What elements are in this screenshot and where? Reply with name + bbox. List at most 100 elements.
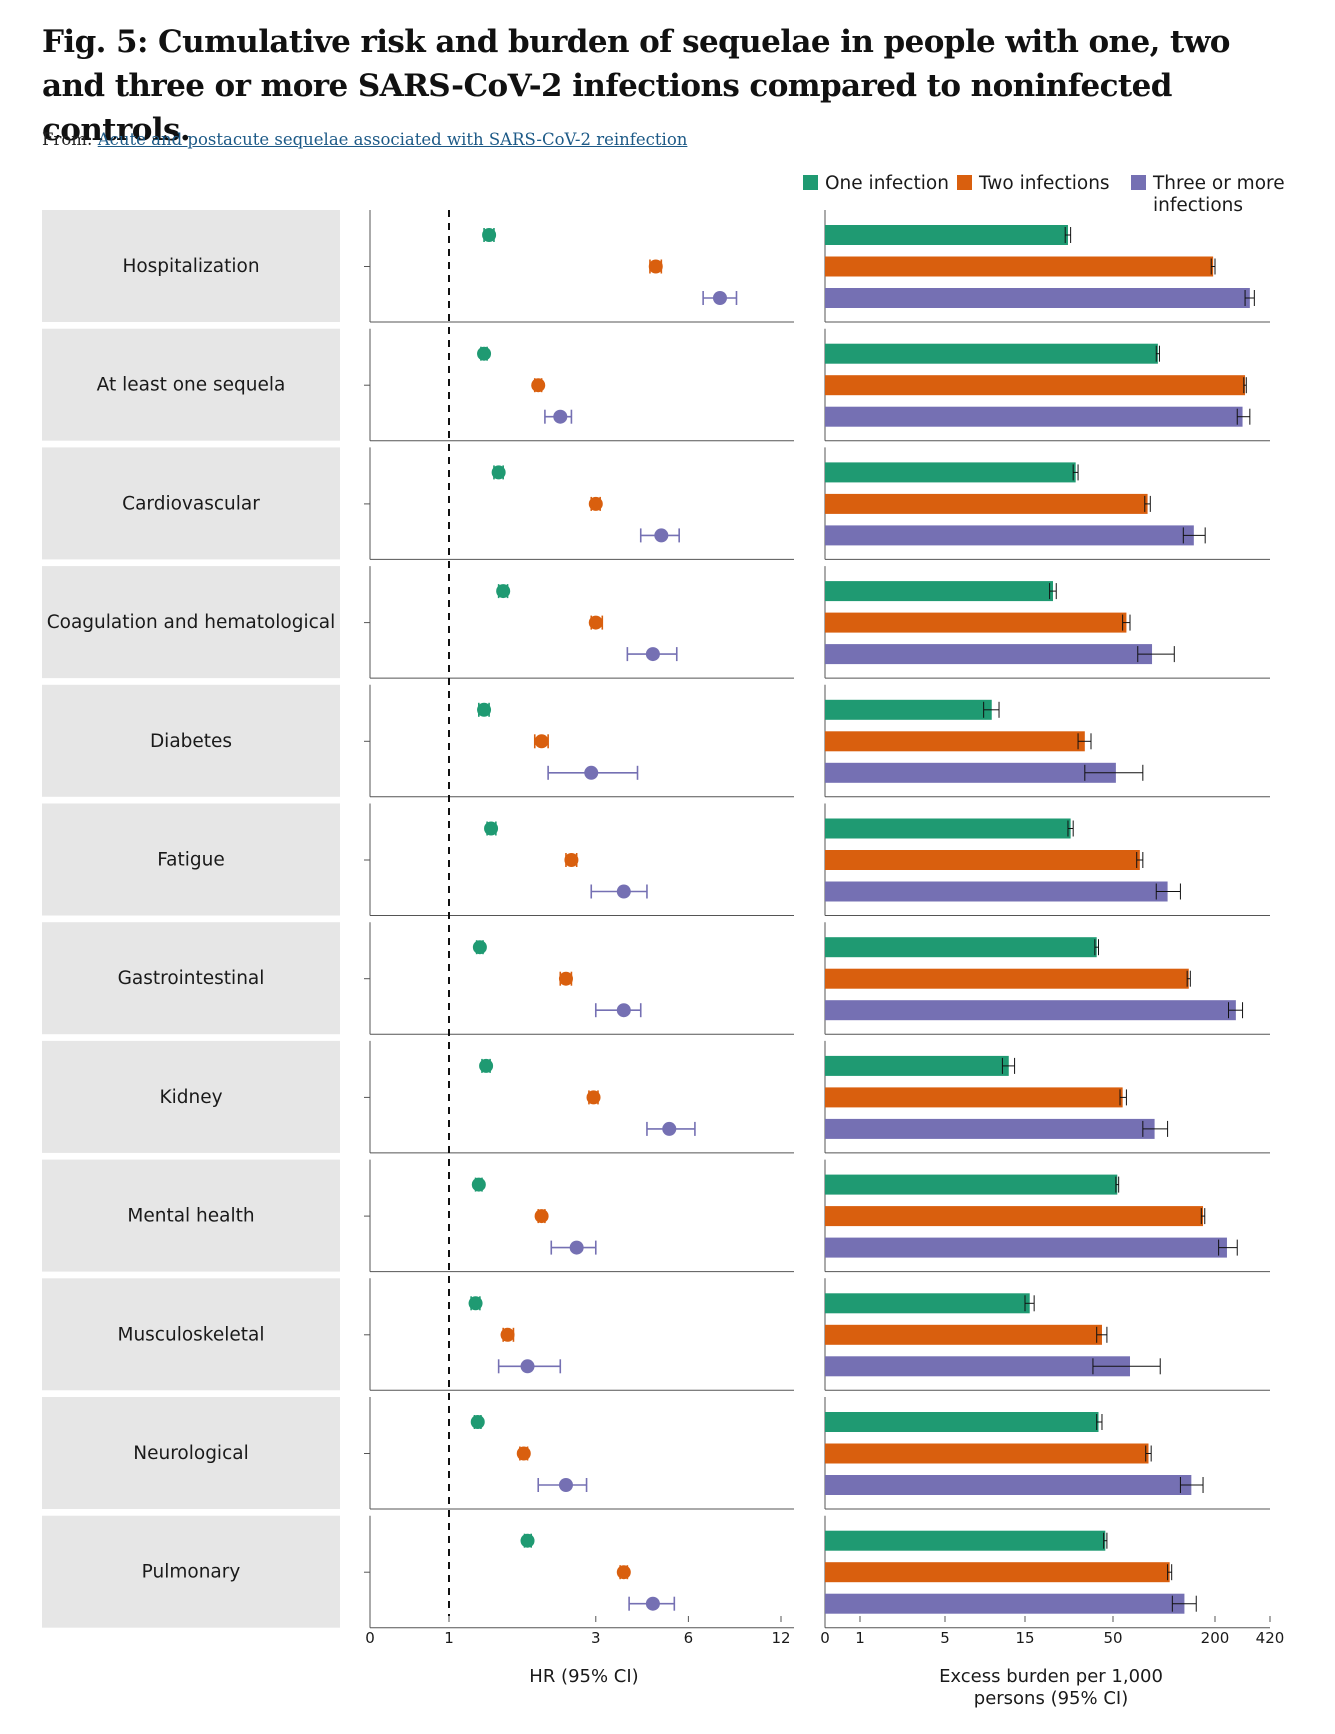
burden-bar-two	[825, 968, 1189, 989]
hr-point-two	[586, 1090, 601, 1105]
burden-tick-label: 200	[1201, 1629, 1230, 1647]
hr-point-three	[553, 409, 568, 424]
burden-bar-one	[825, 462, 1076, 483]
burden-bar-three	[825, 525, 1194, 546]
hr-point-one	[484, 821, 499, 836]
hr-point-three	[520, 1359, 535, 1374]
hr-point-one	[479, 1058, 494, 1073]
burden-bar-two	[825, 612, 1127, 633]
row-label: Gastrointestinal	[118, 968, 265, 989]
hr-tick-label: 3	[591, 1629, 601, 1647]
row-label: Cardiovascular	[122, 493, 260, 514]
legend-swatch-three	[1131, 175, 1146, 190]
burden-bar-one	[825, 1055, 1009, 1076]
hr-axis-title: HR (95% CI)	[529, 1666, 638, 1687]
hr-tick-label: 12	[771, 1629, 790, 1647]
burden-bar-one	[825, 699, 992, 720]
hr-point-one	[471, 1177, 486, 1192]
hr-point-two	[500, 1327, 515, 1342]
hr-point-three	[645, 647, 660, 662]
row-label: Hospitalization	[122, 256, 259, 277]
burden-bar-three	[825, 288, 1250, 308]
hr-point-three	[558, 1478, 573, 1492]
burden-tick-label: 5	[940, 1629, 950, 1647]
burden-bar-three	[825, 1237, 1227, 1258]
hr-point-two	[616, 1565, 631, 1580]
hr-point-one	[470, 1415, 485, 1429]
burden-bar-one	[825, 225, 1068, 245]
burden-bar-three	[825, 1118, 1155, 1139]
burden-bar-three	[825, 1000, 1236, 1021]
burden-axis-title: Excess burden per 1,000 persons (95% CI)	[939, 1666, 1163, 1709]
burden-bar-one	[825, 343, 1158, 364]
row-label: Diabetes	[150, 731, 232, 752]
hr-point-two	[564, 853, 579, 867]
legend-label-three: Three or more infections	[1152, 173, 1285, 216]
burden-tick-label: 420	[1256, 1629, 1285, 1647]
hr-tick-label: 6	[684, 1629, 694, 1647]
burden-bar-one	[825, 1530, 1106, 1551]
burden-bar-three	[825, 1475, 1192, 1495]
burden-tick-label: 0	[820, 1629, 830, 1647]
row-label-box	[42, 803, 340, 916]
hr-tick-label: 1	[444, 1629, 454, 1647]
hr-point-two	[534, 1209, 549, 1224]
row-label: Musculoskeletal	[117, 1324, 264, 1345]
burden-bar-three	[825, 1356, 1131, 1377]
hr-point-one	[491, 465, 506, 480]
hr-point-one	[482, 228, 497, 242]
hr-point-three	[662, 1121, 677, 1136]
row-label-box	[42, 1040, 340, 1153]
burden-bar-two	[825, 1324, 1102, 1345]
row-label-box	[42, 1515, 340, 1628]
row-label-box	[42, 1278, 340, 1391]
burden-bar-one	[825, 937, 1097, 958]
row-label-box	[42, 210, 340, 322]
burden-bar-two	[825, 731, 1085, 752]
burden-bar-one	[825, 581, 1053, 602]
burden-bar-two	[825, 375, 1246, 396]
burden-bar-two	[825, 493, 1148, 514]
source-prefix: From:	[42, 130, 93, 149]
burden-bar-two	[825, 1562, 1170, 1583]
source-article-link[interactable]: Acute and postacute sequelae associated …	[97, 130, 688, 149]
row-label-box	[42, 566, 340, 679]
legend-swatch-one	[803, 175, 818, 190]
hr-point-one	[520, 1533, 535, 1548]
row-label-box	[42, 684, 340, 797]
hr-point-two	[648, 259, 663, 274]
hr-point-three	[584, 765, 599, 780]
burden-bar-one	[825, 818, 1071, 839]
burden-bar-three	[825, 406, 1243, 427]
burden-bar-two	[825, 256, 1214, 277]
burden-tick-label: 15	[1015, 1629, 1034, 1647]
burden-bar-one	[825, 1412, 1099, 1432]
row-label: Coagulation and hematological	[47, 612, 336, 633]
legend-swatch-two	[957, 175, 972, 190]
row-label-box	[42, 922, 340, 1035]
burden-bar-two	[825, 1206, 1204, 1227]
legend-label-one: One infection	[825, 173, 949, 194]
hr-point-one	[472, 940, 487, 955]
figure-title: Fig. 5: Cumulative risk and burden of se…	[42, 24, 1230, 148]
burden-tick-label: 50	[1103, 1629, 1122, 1647]
hr-point-two	[588, 615, 603, 630]
row-label: Fatigue	[157, 850, 225, 871]
row-label: Pulmonary	[142, 1562, 241, 1583]
burden-bar-two	[825, 1087, 1123, 1108]
hr-point-two	[588, 496, 603, 511]
hr-point-one	[468, 1296, 483, 1311]
hr-point-two	[516, 1446, 531, 1461]
hr-point-two	[558, 971, 573, 986]
row-label-box	[42, 447, 340, 560]
hr-point-one	[496, 584, 511, 599]
hazard-ratio-panel: 0 1 3 6 12 HR (95% CI)	[364, 210, 794, 1687]
legend: One infection Two infections Three or more…	[803, 173, 1285, 216]
row-label: Neurological	[133, 1443, 248, 1464]
legend-label-two: Two infections	[978, 173, 1110, 194]
hr-point-one	[477, 702, 492, 717]
row-label: Mental health	[127, 1206, 254, 1227]
hr-point-one	[477, 346, 492, 361]
row-label: Kidney	[159, 1087, 222, 1108]
